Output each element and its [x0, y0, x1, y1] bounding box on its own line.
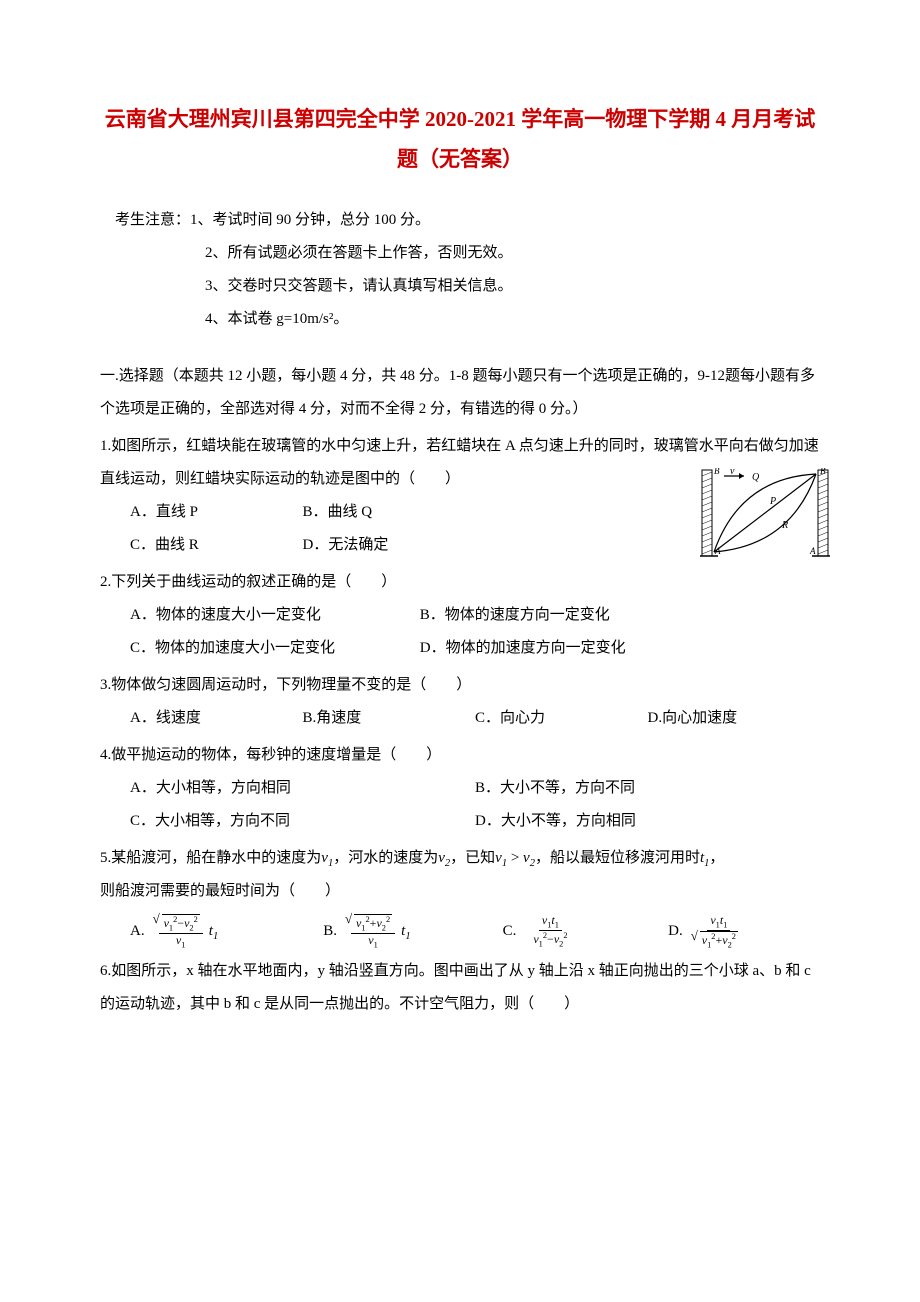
fig-label-P: P — [769, 496, 776, 507]
q1-optC: C．曲线 R — [130, 529, 303, 562]
q5-stem-c: ，已知 — [450, 850, 495, 866]
section-header: 一.选择题（本题共 12 小题，每小题 4 分，共 48 分。1-8 题每小题只… — [100, 360, 820, 426]
q6-stem: 6.如图所示，x 轴在水平地面内，y 轴沿竖直方向。图中画出了从 y 轴上沿 x… — [100, 955, 820, 1021]
q1-figure: v A A B B P Q R — [700, 468, 830, 558]
instructions-block: 考生注意：1、考试时间 90 分钟，总分 100 分。 2、所有试题必须在答题卡… — [100, 204, 820, 336]
q2-optD: D．物体的加速度方向一定变化 — [420, 632, 820, 665]
q5-optD: D. v1t1 v12+v22 — [668, 914, 820, 949]
question-2: 2.下列关于曲线运动的叙述正确的是（ ） A．物体的速度大小一定变化 B．物体的… — [100, 566, 820, 665]
q2-optA: A．物体的速度大小一定变化 — [130, 599, 420, 632]
q3-stem: 3.物体做匀速圆周运动时，下列物理量不变的是（ ） — [100, 669, 820, 702]
instruction-line-3: 3、交卷时只交答题卡，请认真填写相关信息。 — [100, 270, 820, 303]
fig-label-v: v — [730, 468, 735, 477]
q5-stem: 5.某船渡河，船在静水中的速度为v1，河水的速度为v2，已知v1 > v2，船以… — [100, 842, 820, 875]
svg-text:B: B — [820, 468, 826, 476]
q3-optC: C．向心力 — [475, 702, 648, 735]
q3-optB: B.角速度 — [303, 702, 476, 735]
q1-optA: A．直线 P — [130, 496, 303, 529]
question-3: 3.物体做匀速圆周运动时，下列物理量不变的是（ ） A．线速度 B.角速度 C．… — [100, 669, 820, 735]
instruction-line-2: 2、所有试题必须在答题卡上作答，否则无效。 — [100, 237, 820, 270]
q5-stem-a: 5.某船渡河，船在静水中的速度为 — [100, 850, 321, 866]
q1-optB: B．曲线 Q — [303, 496, 476, 529]
q4-optB: B．大小不等，方向不同 — [475, 772, 820, 805]
q5-stem-b: ，河水的速度为 — [333, 850, 438, 866]
q5-stem-f: 则船渡河需要的最短时间为（ ） — [100, 875, 820, 908]
fig-label-R: R — [781, 520, 788, 531]
fig-label-A1: A — [714, 546, 721, 556]
q5-stem-e: ， — [709, 850, 724, 866]
page-title: 云南省大理州宾川县第四完全中学 2020-2021 学年高一物理下学期 4 月月… — [100, 100, 820, 180]
q3-optD: D.向心加速度 — [648, 702, 821, 735]
q5-optB: B. v12+v22 v1 t1 — [323, 914, 502, 949]
q4-optC: C．大小相等，方向不同 — [130, 805, 475, 838]
q4-optA: A．大小相等，方向相同 — [130, 772, 475, 805]
question-1: 1.如图所示，红蜡块能在玻璃管的水中匀速上升，若红蜡块在 A 点匀速上升的同时，… — [100, 430, 820, 562]
fig-label-Q: Q — [752, 472, 760, 483]
q4-stem: 4.做平抛运动的物体，每秒钟的速度增量是（ ） — [100, 739, 820, 772]
q2-optC: C．物体的加速度大小一定变化 — [130, 632, 420, 665]
q5-optA: A. v12−v22 v1 t1 — [130, 914, 323, 949]
q2-stem: 2.下列关于曲线运动的叙述正确的是（ ） — [100, 566, 820, 599]
q5-stem-d: ，船以最短位移渡河用时 — [535, 850, 700, 866]
q3-optA: A．线速度 — [130, 702, 303, 735]
q4-optD: D．大小不等，方向相同 — [475, 805, 820, 838]
q5-optC: C. v1t1 v12−v22 — [503, 914, 669, 948]
question-5: 5.某船渡河，船在静水中的速度为v1，河水的速度为v2，已知v1 > v2，船以… — [100, 842, 820, 949]
question-6: 6.如图所示，x 轴在水平地面内，y 轴沿竖直方向。图中画出了从 y 轴上沿 x… — [100, 955, 820, 1021]
question-4: 4.做平抛运动的物体，每秒钟的速度增量是（ ） A．大小相等，方向相同 B．大小… — [100, 739, 820, 838]
fig-label-B1: B — [714, 468, 720, 476]
instruction-line-4: 4、本试卷 g=10m/s²。 — [100, 303, 820, 336]
fig-label-A2: A — [809, 546, 816, 556]
q2-optB: B．物体的速度方向一定变化 — [420, 599, 820, 632]
instruction-line-1: 考生注意：1、考试时间 90 分钟，总分 100 分。 — [100, 204, 820, 237]
q1-optD: D．无法确定 — [303, 529, 476, 562]
q5-options: A. v12−v22 v1 t1 B. v12+v22 v1 t1 C. — [100, 914, 820, 949]
